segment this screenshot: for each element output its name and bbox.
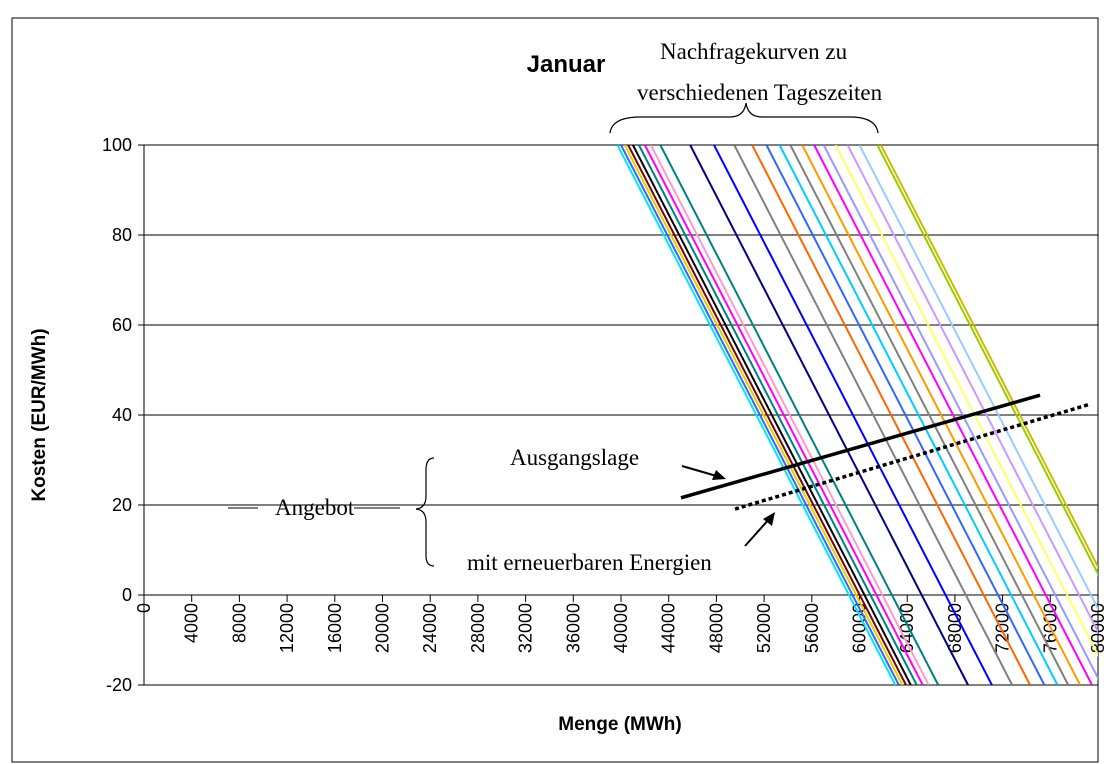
arrow-head (763, 512, 775, 526)
x-tick-label: 48000 (706, 603, 726, 653)
y-tick-label: 0 (122, 585, 132, 605)
demand-line (623, 145, 904, 685)
demand-line (649, 145, 930, 685)
brace (609, 102, 879, 134)
demand-line (846, 145, 1098, 634)
demand-line (689, 145, 969, 685)
x-tick-label: 44000 (659, 603, 679, 653)
demand-line (765, 145, 1046, 685)
y-tick-label: 60 (112, 315, 132, 335)
annotation: Angebot (275, 495, 355, 520)
arrow (681, 465, 721, 478)
x-tick-label: 8000 (229, 603, 249, 643)
x-tick-label: 12000 (277, 603, 297, 653)
y-tick-label: 80 (112, 225, 132, 245)
y-tick-label: 40 (112, 405, 132, 425)
x-tick-label: 16000 (325, 603, 345, 653)
x-axis-label: Menge (MWh) (558, 714, 681, 735)
y-tick-label: -20 (106, 675, 132, 695)
arrow-head (712, 470, 726, 480)
plot-lines (616, 145, 1098, 685)
y-tick-label: 100 (102, 135, 132, 155)
brace (415, 457, 435, 567)
demand-line (880, 145, 1098, 569)
y-tick-label: 20 (112, 495, 132, 515)
demand-line (858, 145, 1098, 611)
demand-line (627, 145, 907, 685)
x-tick-label: 20000 (373, 603, 393, 653)
annotation: Ausgangslage (510, 445, 639, 470)
x-tick-label: 28000 (468, 603, 488, 653)
annotation: mit erneuerbaren Energien (467, 550, 712, 575)
demand-line (876, 145, 1098, 576)
demand-line (637, 145, 918, 685)
x-tick-label: 68000 (945, 603, 965, 653)
x-tick-label: 0 (134, 603, 154, 613)
demand-line (813, 145, 1093, 685)
x-tick-label: 40000 (611, 603, 631, 653)
y-axis-label: Kosten (EUR/MWh) (29, 328, 50, 501)
annotation: Nachfragekurven zu (660, 39, 848, 64)
chart-frame (11, 17, 1099, 763)
x-tick-label: 56000 (802, 603, 822, 653)
demand-line (616, 145, 897, 685)
demand-line (751, 145, 1031, 685)
demand-line (733, 145, 1014, 685)
supply-line (680, 393, 1041, 500)
x-tick-label: 4000 (182, 603, 202, 643)
demand-line (713, 145, 993, 685)
x-tick-label: 36000 (563, 603, 583, 653)
demand-line (643, 145, 924, 685)
x-tick-label: 24000 (420, 603, 440, 653)
x-tick-label: 32000 (516, 603, 536, 653)
x-tick-label: 60000 (850, 603, 870, 653)
demand-line (632, 145, 912, 685)
demand-line (620, 145, 900, 685)
arrow (744, 517, 771, 547)
demand-line (822, 145, 1098, 681)
supply-line (734, 402, 1091, 511)
demand-line (659, 145, 940, 685)
x-tick-label: 52000 (754, 603, 774, 653)
demand-line (778, 145, 1059, 685)
annotation: verschiedenen Tageszeiten (637, 80, 883, 105)
demand-line (789, 145, 1070, 685)
chart-title: Januar (527, 51, 606, 78)
demand-line (801, 145, 1082, 685)
